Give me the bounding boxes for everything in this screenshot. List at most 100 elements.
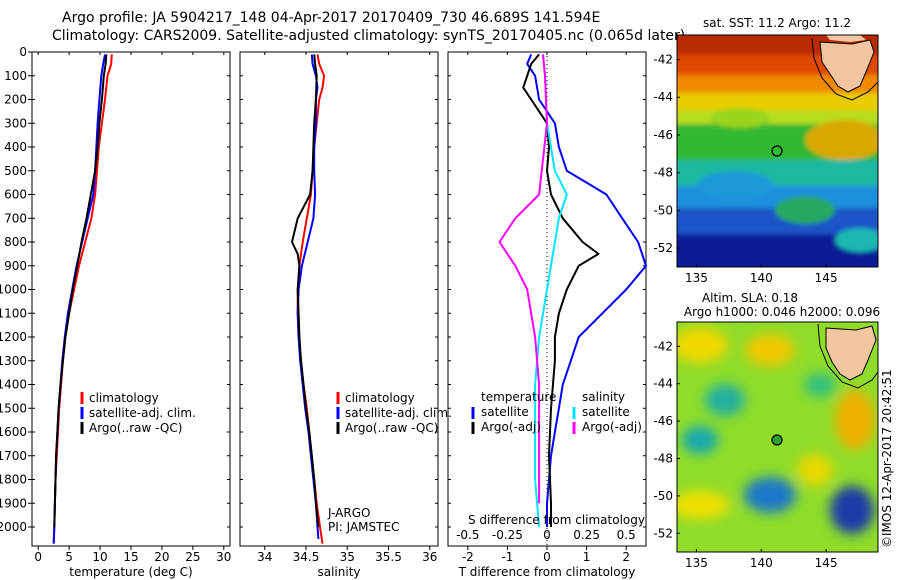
depth-tick-label: 1600	[0, 425, 27, 439]
lat-tick-label: -46	[653, 414, 673, 428]
lat-tick-label: -46	[653, 128, 673, 142]
x-tick-label: -2	[462, 550, 474, 564]
series-line-climatology	[296, 54, 326, 544]
depth-tick-label: 900	[4, 259, 27, 273]
x-tick-label: 35	[340, 550, 355, 564]
legend-climatology-label: climatology	[89, 391, 159, 405]
legend-t-argo-label: Argo(-adj)	[481, 420, 541, 434]
t-difference-axis-label: T difference from climatology	[458, 565, 636, 579]
depth-tick-label: 300	[4, 116, 27, 130]
depth-tick-label: 200	[4, 93, 27, 107]
sst-map-title: sat. SST: 11.2 Argo: 11.2	[703, 16, 851, 30]
x-tick-label: 25	[185, 550, 200, 564]
tasmania-land	[819, 39, 875, 93]
lat-tick-label: -44	[653, 377, 673, 391]
s-diff-tick-label: 0.25	[573, 528, 600, 542]
lon-tick-label: 135	[685, 556, 708, 570]
sst-map	[677, 35, 878, 267]
x-tick-label: 1	[583, 550, 591, 564]
mainland-land	[826, 35, 866, 42]
depth-tick-label: 1000	[0, 283, 27, 297]
series-line-argo-raw-qc-	[53, 54, 108, 528]
salinity-axis-label: salinity	[317, 565, 360, 579]
salinity-legend: climatology satellite-adj. clim. Argo(..…	[327, 391, 452, 534]
header-line-1: Argo profile: JA 5904217_148 04-Apr-2017…	[62, 10, 600, 26]
series-line-climatology	[52, 54, 113, 544]
temperature-axis-label: temperature (deg C)	[69, 565, 192, 579]
temperature-plot: 0 5 10 15 20 25 30	[32, 51, 231, 564]
header-line-2: Climatology: CARS2009. Satellite-adjuste…	[52, 28, 685, 44]
legend-s-satellite-label: satellite	[582, 405, 630, 419]
depth-tick-label: 1500	[0, 401, 27, 415]
salinity-panel-frame	[239, 51, 439, 547]
lat-tick-label: -48	[653, 166, 673, 180]
sla-low-2	[682, 426, 718, 454]
sla-field	[677, 327, 875, 534]
sst-cool-eddy-1	[697, 171, 773, 199]
x-tick-label: 36	[422, 550, 437, 564]
s-diff-tick-label: 0	[543, 528, 551, 542]
lat-tick-label: -42	[653, 53, 673, 67]
s-diff-tick-label: -0.5	[456, 528, 479, 542]
depth-tick-label: 1700	[0, 449, 27, 463]
x-tick-label: -1	[501, 550, 513, 564]
lat-tick-label: -48	[653, 452, 673, 466]
lat-tick-label: -44	[653, 90, 673, 104]
legend-s-argo-label: Argo(-adj)	[582, 420, 642, 434]
difference-plot: -2 -1 0 1 2 -0.5 -0.25 0 0.25 0.5	[448, 51, 647, 564]
salinity-plot: 34 34.5 35 35.5 36	[240, 51, 438, 564]
depth-axis: 0 100 200 300 400 500 600 700 800 900 1000 1100 1200…	[0, 45, 32, 534]
lon-tick-label: 140	[750, 271, 773, 285]
series-line-t-argo-adj-	[522, 53, 600, 527]
legend-satellite-label: satellite-adj. clim.	[89, 406, 196, 420]
lon-tick-label: 140	[750, 556, 773, 570]
lon-tick-label: 145	[815, 556, 838, 570]
x-tick-label: 10	[92, 550, 107, 564]
depth-tick-label: 500	[4, 164, 27, 178]
lat-tick-label: -52	[653, 526, 673, 540]
sla-argo-marker	[771, 434, 783, 446]
depth-tick-label: 1400	[0, 378, 27, 392]
sla-map-title: Altim. SLA: 0.18	[702, 291, 798, 305]
sla-low-5	[804, 373, 836, 397]
sla-high-1	[677, 327, 728, 363]
sla-low-4	[830, 486, 874, 534]
depth-tick-label: 800	[4, 235, 27, 249]
depth-tick-label: 1200	[0, 330, 27, 344]
sla-map-frame	[676, 321, 879, 553]
x-tick-label: 30	[216, 550, 231, 564]
depth-tick-label: 700	[4, 211, 27, 225]
sla-map	[677, 322, 878, 552]
depth-tick-label: 2000	[0, 520, 27, 534]
lon-tick-label: 135	[685, 271, 708, 285]
sla-high-5	[677, 491, 730, 519]
lat-tick-label: -52	[653, 241, 673, 255]
depth-tick-label: 1800	[0, 473, 27, 487]
legend-salinity-header: salinity	[582, 390, 625, 404]
sst-cool-eddy-3	[835, 228, 878, 252]
sst-cool-eddy-2	[775, 196, 835, 224]
x-tick-label: 35.5	[375, 550, 402, 564]
lat-tick-label: -50	[653, 203, 673, 217]
sst-argo-marker	[771, 145, 783, 157]
depth-tick-label: 100	[4, 69, 27, 83]
sst-map-frame	[676, 34, 879, 268]
legend-t-satellite-label: satellite	[481, 405, 529, 419]
sla-high-3	[835, 390, 875, 450]
depth-tick-label: 1100	[0, 306, 27, 320]
lon-tick-label: 145	[815, 271, 838, 285]
difference-legend: temperature salinity satellite Argo(-adj…	[468, 390, 645, 527]
sst-warm-tongue	[805, 120, 878, 160]
temperature-panel-frame	[31, 51, 231, 547]
float-program-label: J-ARGO	[327, 506, 370, 520]
x-tick-label: 34	[257, 550, 272, 564]
depth-tick-label: 400	[4, 140, 27, 154]
depth-tick-label: 0	[19, 45, 27, 59]
legend-climatology-label: climatology	[345, 391, 415, 405]
shelf-contour	[811, 37, 878, 101]
sst-field	[677, 35, 878, 267]
x-tick-label: 34.5	[293, 550, 320, 564]
sla-high-2	[745, 334, 795, 366]
sla-high-4	[797, 454, 833, 486]
